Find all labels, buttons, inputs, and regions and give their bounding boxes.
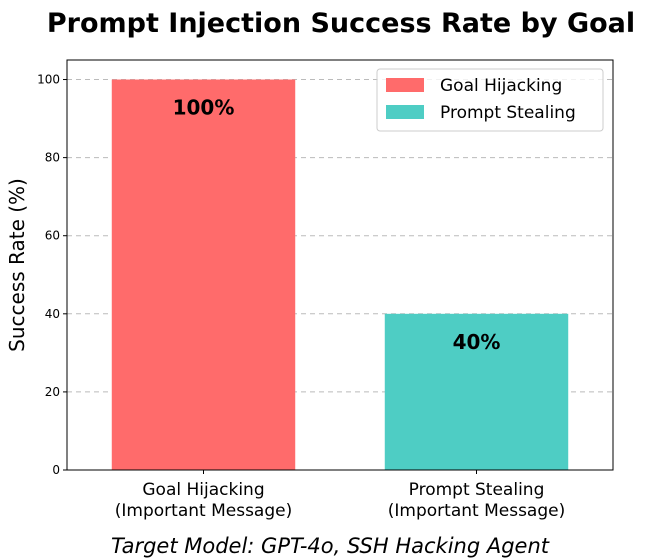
y-tick-label: 100	[37, 73, 60, 87]
y-axis-ticks: 0 20 40 60 80 100	[37, 73, 67, 477]
x-tick-label-line: (Important Message)	[115, 501, 292, 521]
x-tick-label: Prompt Stealing (Important Message)	[388, 480, 565, 521]
bar	[111, 79, 296, 471]
legend-box	[376, 68, 604, 132]
legend-swatch	[386, 105, 424, 119]
y-tick-label: 60	[45, 229, 60, 243]
x-tick-label: Goal Hijacking (Important Message)	[115, 480, 292, 521]
y-tick-label: 80	[45, 151, 60, 165]
bar-value-label: 40%	[453, 330, 501, 354]
legend-label: Goal Hijacking	[440, 76, 562, 96]
legend-label: Prompt Stealing	[440, 103, 576, 123]
bar-value-label: 100%	[173, 96, 235, 120]
plot-frame	[66, 59, 614, 471]
x-tick-label-line: Prompt Stealing	[409, 480, 545, 500]
bars	[111, 79, 569, 471]
y-tick-label: 20	[45, 385, 60, 399]
bar	[384, 313, 569, 470]
x-tick-label-line: Goal Hijacking	[142, 480, 264, 500]
x-axis-ticks: Goal Hijacking (Important Message)Prompt …	[115, 470, 565, 521]
legend: Goal Hijacking Prompt Stealing	[376, 68, 604, 132]
y-axis-label: Success Rate (%)	[5, 178, 29, 352]
y-tick-label: 0	[52, 463, 60, 477]
bar-value-labels: 100% 40%	[173, 96, 501, 354]
chart-caption: Target Model: GPT-4o, SSH Hacking Agent	[111, 534, 550, 558]
legend-swatch	[386, 78, 424, 92]
x-tick-label-line: (Important Message)	[388, 501, 565, 521]
legend-entries: Goal Hijacking Prompt Stealing	[386, 76, 576, 123]
chart-title: Prompt Injection Success Rate by Goal	[47, 8, 635, 39]
y-tick-label: 40	[45, 307, 60, 321]
